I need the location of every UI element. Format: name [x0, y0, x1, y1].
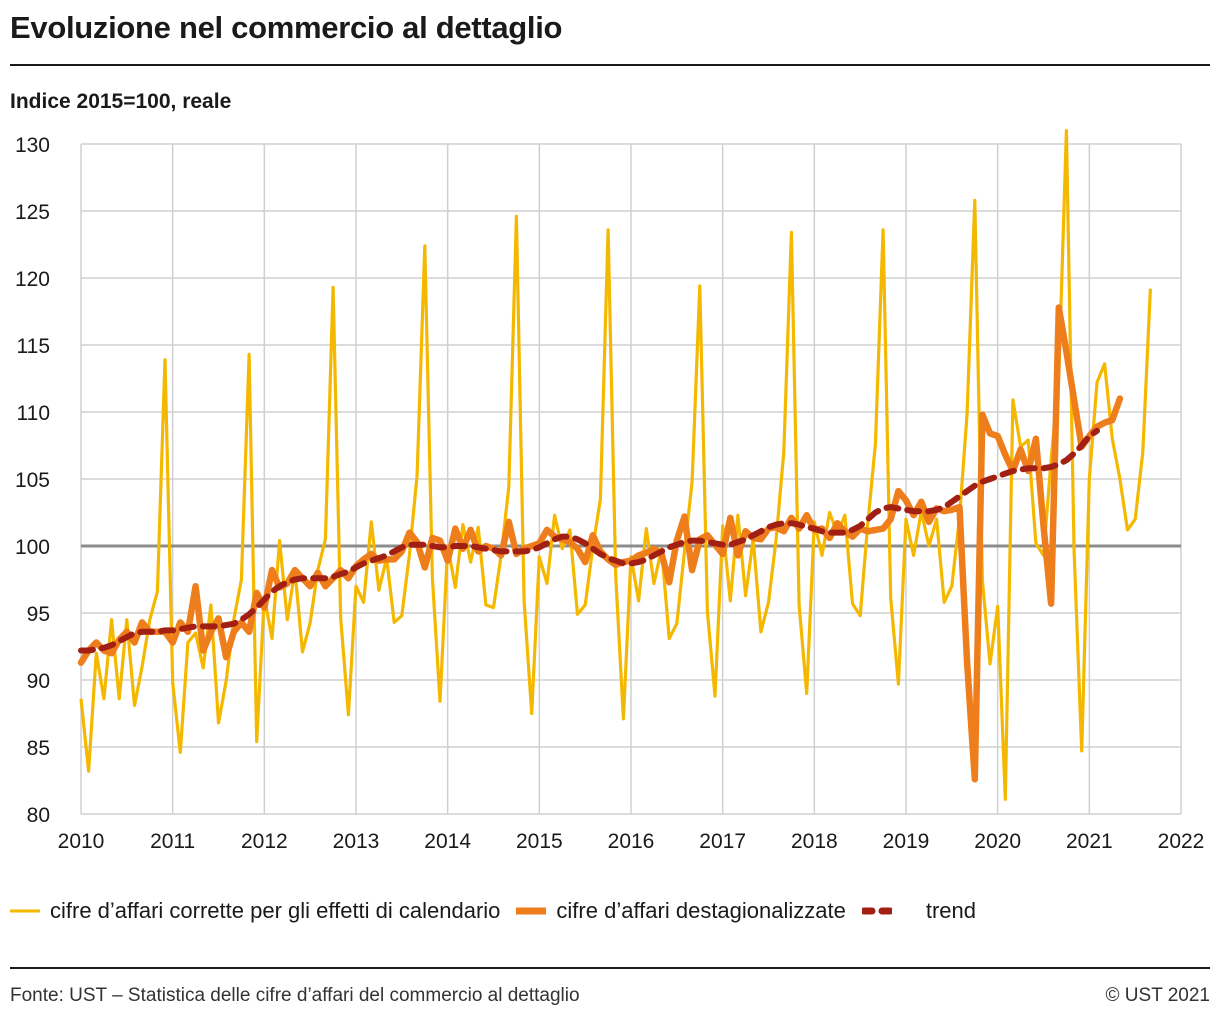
legend-label-calendar: cifre d’affari corrette per gli effetti …: [50, 898, 501, 923]
y-tick-label-130: 130: [15, 134, 50, 157]
legend-item-calendar: cifre d’affari corrette per gli effetti …: [10, 898, 500, 924]
x-tick-label-2014: 2014: [424, 830, 471, 853]
y-tick-label-100: 100: [15, 536, 50, 559]
x-tick-label-2019: 2019: [883, 830, 930, 853]
x-tick-label-2010: 2010: [58, 830, 105, 853]
legend-label-seasonal: cifre d’affari destagionalizzate: [556, 898, 846, 923]
x-tick-label-2021: 2021: [1066, 830, 1113, 853]
series-line-calendar: [79, 129, 1152, 801]
chart-legend: cifre d’affari corrette per gli effetti …: [10, 898, 992, 924]
x-tick-label-2012: 2012: [241, 830, 288, 853]
x-tick-label-2020: 2020: [974, 830, 1021, 853]
series-layer: [77, 129, 1152, 801]
y-tick-label-120: 120: [15, 268, 50, 291]
gridlines: [80, 143, 1182, 815]
source-note: Fonte: UST – Statistica delle cifre d’af…: [10, 985, 580, 1006]
chart-subtitle: Indice 2015=100, reale: [10, 90, 232, 113]
x-tick-label-2022: 2022: [1158, 830, 1205, 853]
legend-item-trend: trend: [861, 898, 977, 924]
x-tick-label-2015: 2015: [516, 830, 563, 853]
x-tick-label-2017: 2017: [699, 830, 746, 853]
copyright-note: © UST 2021: [1105, 985, 1210, 1006]
x-tick-label-2018: 2018: [791, 830, 838, 853]
legend-swatch-trend: [861, 907, 892, 915]
legend-item-seasonal: cifre d’affari destagionalizzate: [516, 898, 846, 924]
y-tick-label-85: 85: [27, 737, 50, 760]
y-axis-labels: 80 85 90 95 100 105 110 115 120 125 130: [15, 134, 50, 827]
legend-swatch-seasonal: [516, 907, 547, 915]
x-tick-label-2011: 2011: [150, 830, 195, 853]
y-tick-label-115: 115: [17, 335, 50, 358]
page-title: Evoluzione nel commercio al dettaglio: [10, 10, 563, 45]
y-tick-label-125: 125: [15, 201, 50, 224]
y-tick-label-95: 95: [27, 603, 50, 626]
y-tick-label-90: 90: [27, 670, 50, 693]
legend-swatch-calendar: [10, 909, 40, 913]
y-tick-label-105: 105: [15, 469, 50, 492]
footer-rule: [10, 967, 1210, 969]
series-line-seasonal: [77, 304, 1124, 783]
x-tick-label-2013: 2013: [333, 830, 380, 853]
y-tick-label-110: 110: [17, 402, 50, 425]
y-tick-label-80: 80: [27, 804, 50, 827]
x-tick-label-2016: 2016: [608, 830, 655, 853]
legend-label-trend: trend: [925, 898, 977, 923]
x-axis-labels: 2010 2011 2012 2013 2014 2015 2016 2017 2018 2019…: [58, 830, 1205, 853]
title-rule: [10, 64, 1210, 66]
series-line-trend: [78, 427, 1100, 654]
